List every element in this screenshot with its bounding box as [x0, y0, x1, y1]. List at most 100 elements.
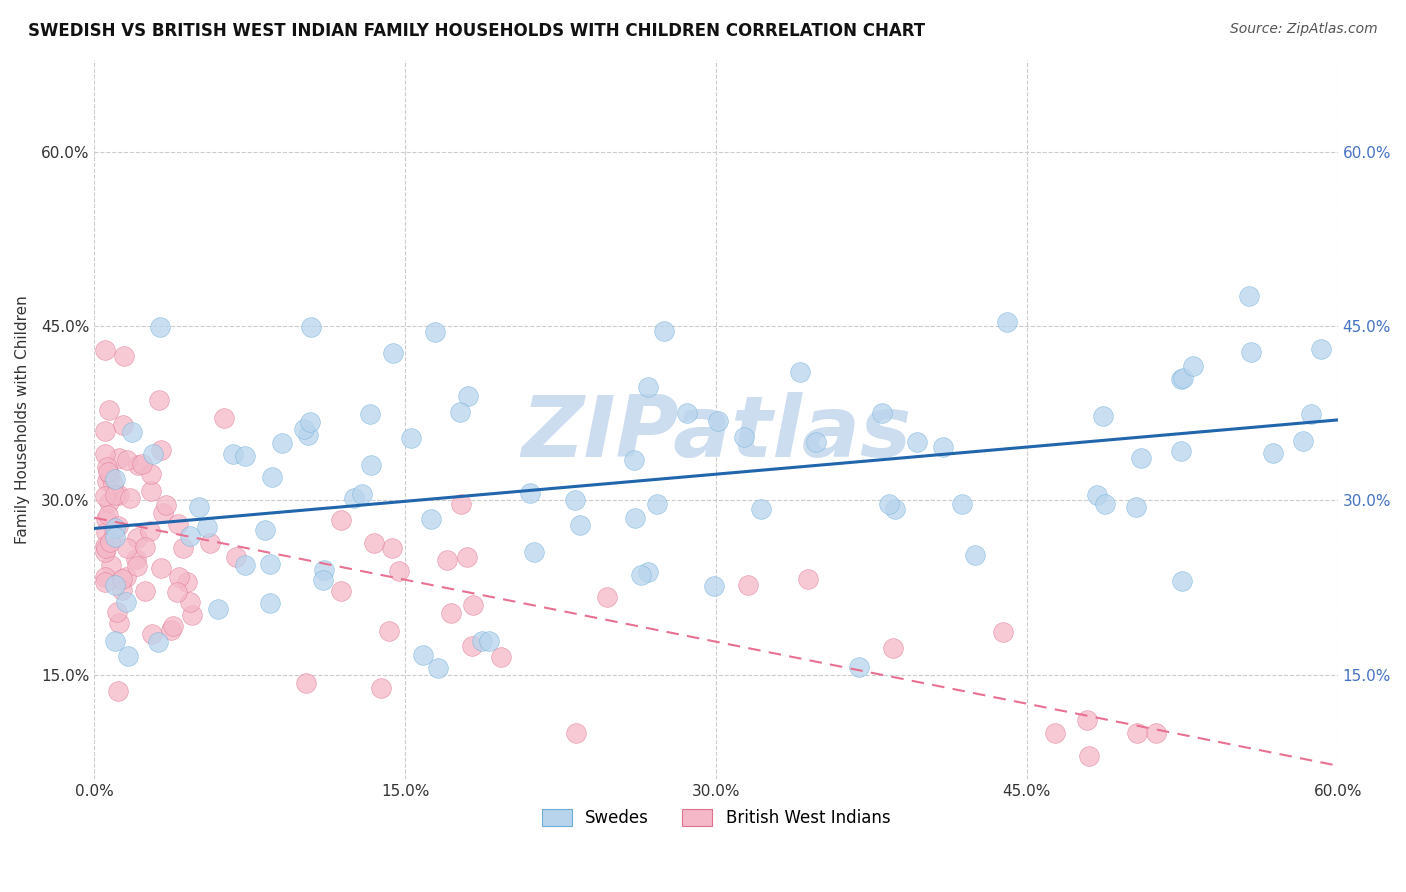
Point	[172, 541, 194, 556]
Point	[98, 468, 121, 483]
Point	[706, 414, 728, 428]
Point	[1130, 450, 1153, 465]
Point	[94, 539, 117, 553]
Point	[932, 440, 955, 454]
Point	[297, 427, 319, 442]
Point	[97, 465, 120, 479]
Point	[104, 521, 127, 535]
Point	[104, 633, 127, 648]
Point	[623, 511, 645, 525]
Point	[569, 518, 592, 533]
Point	[127, 559, 149, 574]
Point	[166, 516, 188, 531]
Point	[370, 681, 392, 695]
Point	[377, 624, 399, 638]
Point	[225, 549, 247, 564]
Point	[103, 476, 125, 491]
Point	[1170, 372, 1192, 386]
Point	[188, 500, 211, 515]
Point	[253, 524, 276, 538]
Point	[1237, 289, 1260, 303]
Text: SWEDISH VS BRITISH WEST INDIAN FAMILY HOUSEHOLDS WITH CHILDREN CORRELATION CHART: SWEDISH VS BRITISH WEST INDIAN FAMILY HO…	[28, 22, 925, 40]
Point	[848, 660, 870, 674]
Point	[299, 416, 322, 430]
Point	[1173, 371, 1195, 385]
Point	[478, 634, 501, 648]
Point	[131, 457, 153, 471]
Point	[149, 442, 172, 457]
Point	[260, 470, 283, 484]
Point	[141, 627, 163, 641]
Point	[180, 608, 202, 623]
Point	[176, 575, 198, 590]
Point	[789, 365, 811, 379]
Point	[111, 582, 134, 597]
Point	[295, 676, 318, 690]
Point	[440, 607, 463, 621]
Point	[884, 502, 907, 516]
Point	[108, 615, 131, 630]
Point	[564, 492, 586, 507]
Point	[997, 315, 1019, 329]
Point	[1301, 407, 1323, 421]
Point	[381, 346, 404, 360]
Point	[195, 520, 218, 534]
Point	[360, 458, 382, 472]
Point	[523, 544, 546, 558]
Legend: Swedes, British West Indians: Swedes, British West Indians	[533, 800, 898, 835]
Point	[565, 725, 588, 739]
Point	[1078, 748, 1101, 763]
Point	[127, 458, 149, 473]
Point	[259, 558, 281, 572]
Point	[733, 430, 755, 444]
Point	[104, 488, 127, 502]
Point	[104, 530, 127, 544]
Point	[425, 325, 447, 339]
Point	[111, 572, 134, 586]
Point	[104, 472, 127, 486]
Point	[105, 606, 128, 620]
Point	[94, 447, 117, 461]
Point	[329, 583, 352, 598]
Point	[363, 536, 385, 550]
Point	[98, 535, 121, 549]
Point	[312, 563, 335, 577]
Point	[98, 402, 121, 417]
Point	[461, 599, 484, 613]
Point	[1076, 713, 1098, 727]
Point	[645, 497, 668, 511]
Point	[96, 474, 118, 488]
Point	[97, 508, 120, 522]
Point	[806, 435, 828, 450]
Point	[630, 568, 652, 582]
Point	[751, 502, 773, 516]
Point	[94, 570, 117, 584]
Point	[623, 453, 645, 467]
Point	[1085, 488, 1108, 502]
Point	[98, 495, 121, 509]
Point	[419, 512, 441, 526]
Point	[388, 564, 411, 578]
Point	[359, 407, 381, 421]
Point	[117, 452, 139, 467]
Point	[134, 583, 156, 598]
Point	[426, 661, 449, 675]
Point	[108, 450, 131, 465]
Point	[654, 324, 676, 338]
Point	[1309, 342, 1331, 356]
Point	[1171, 574, 1194, 589]
Y-axis label: Family Households with Children: Family Households with Children	[15, 295, 30, 543]
Point	[94, 545, 117, 559]
Point	[152, 506, 174, 520]
Point	[117, 648, 139, 663]
Point	[1091, 409, 1114, 424]
Point	[162, 619, 184, 633]
Point	[676, 406, 699, 420]
Point	[139, 484, 162, 499]
Point	[637, 565, 659, 579]
Point	[637, 379, 659, 393]
Point	[450, 497, 472, 511]
Point	[114, 594, 136, 608]
Point	[148, 392, 170, 407]
Point	[94, 424, 117, 438]
